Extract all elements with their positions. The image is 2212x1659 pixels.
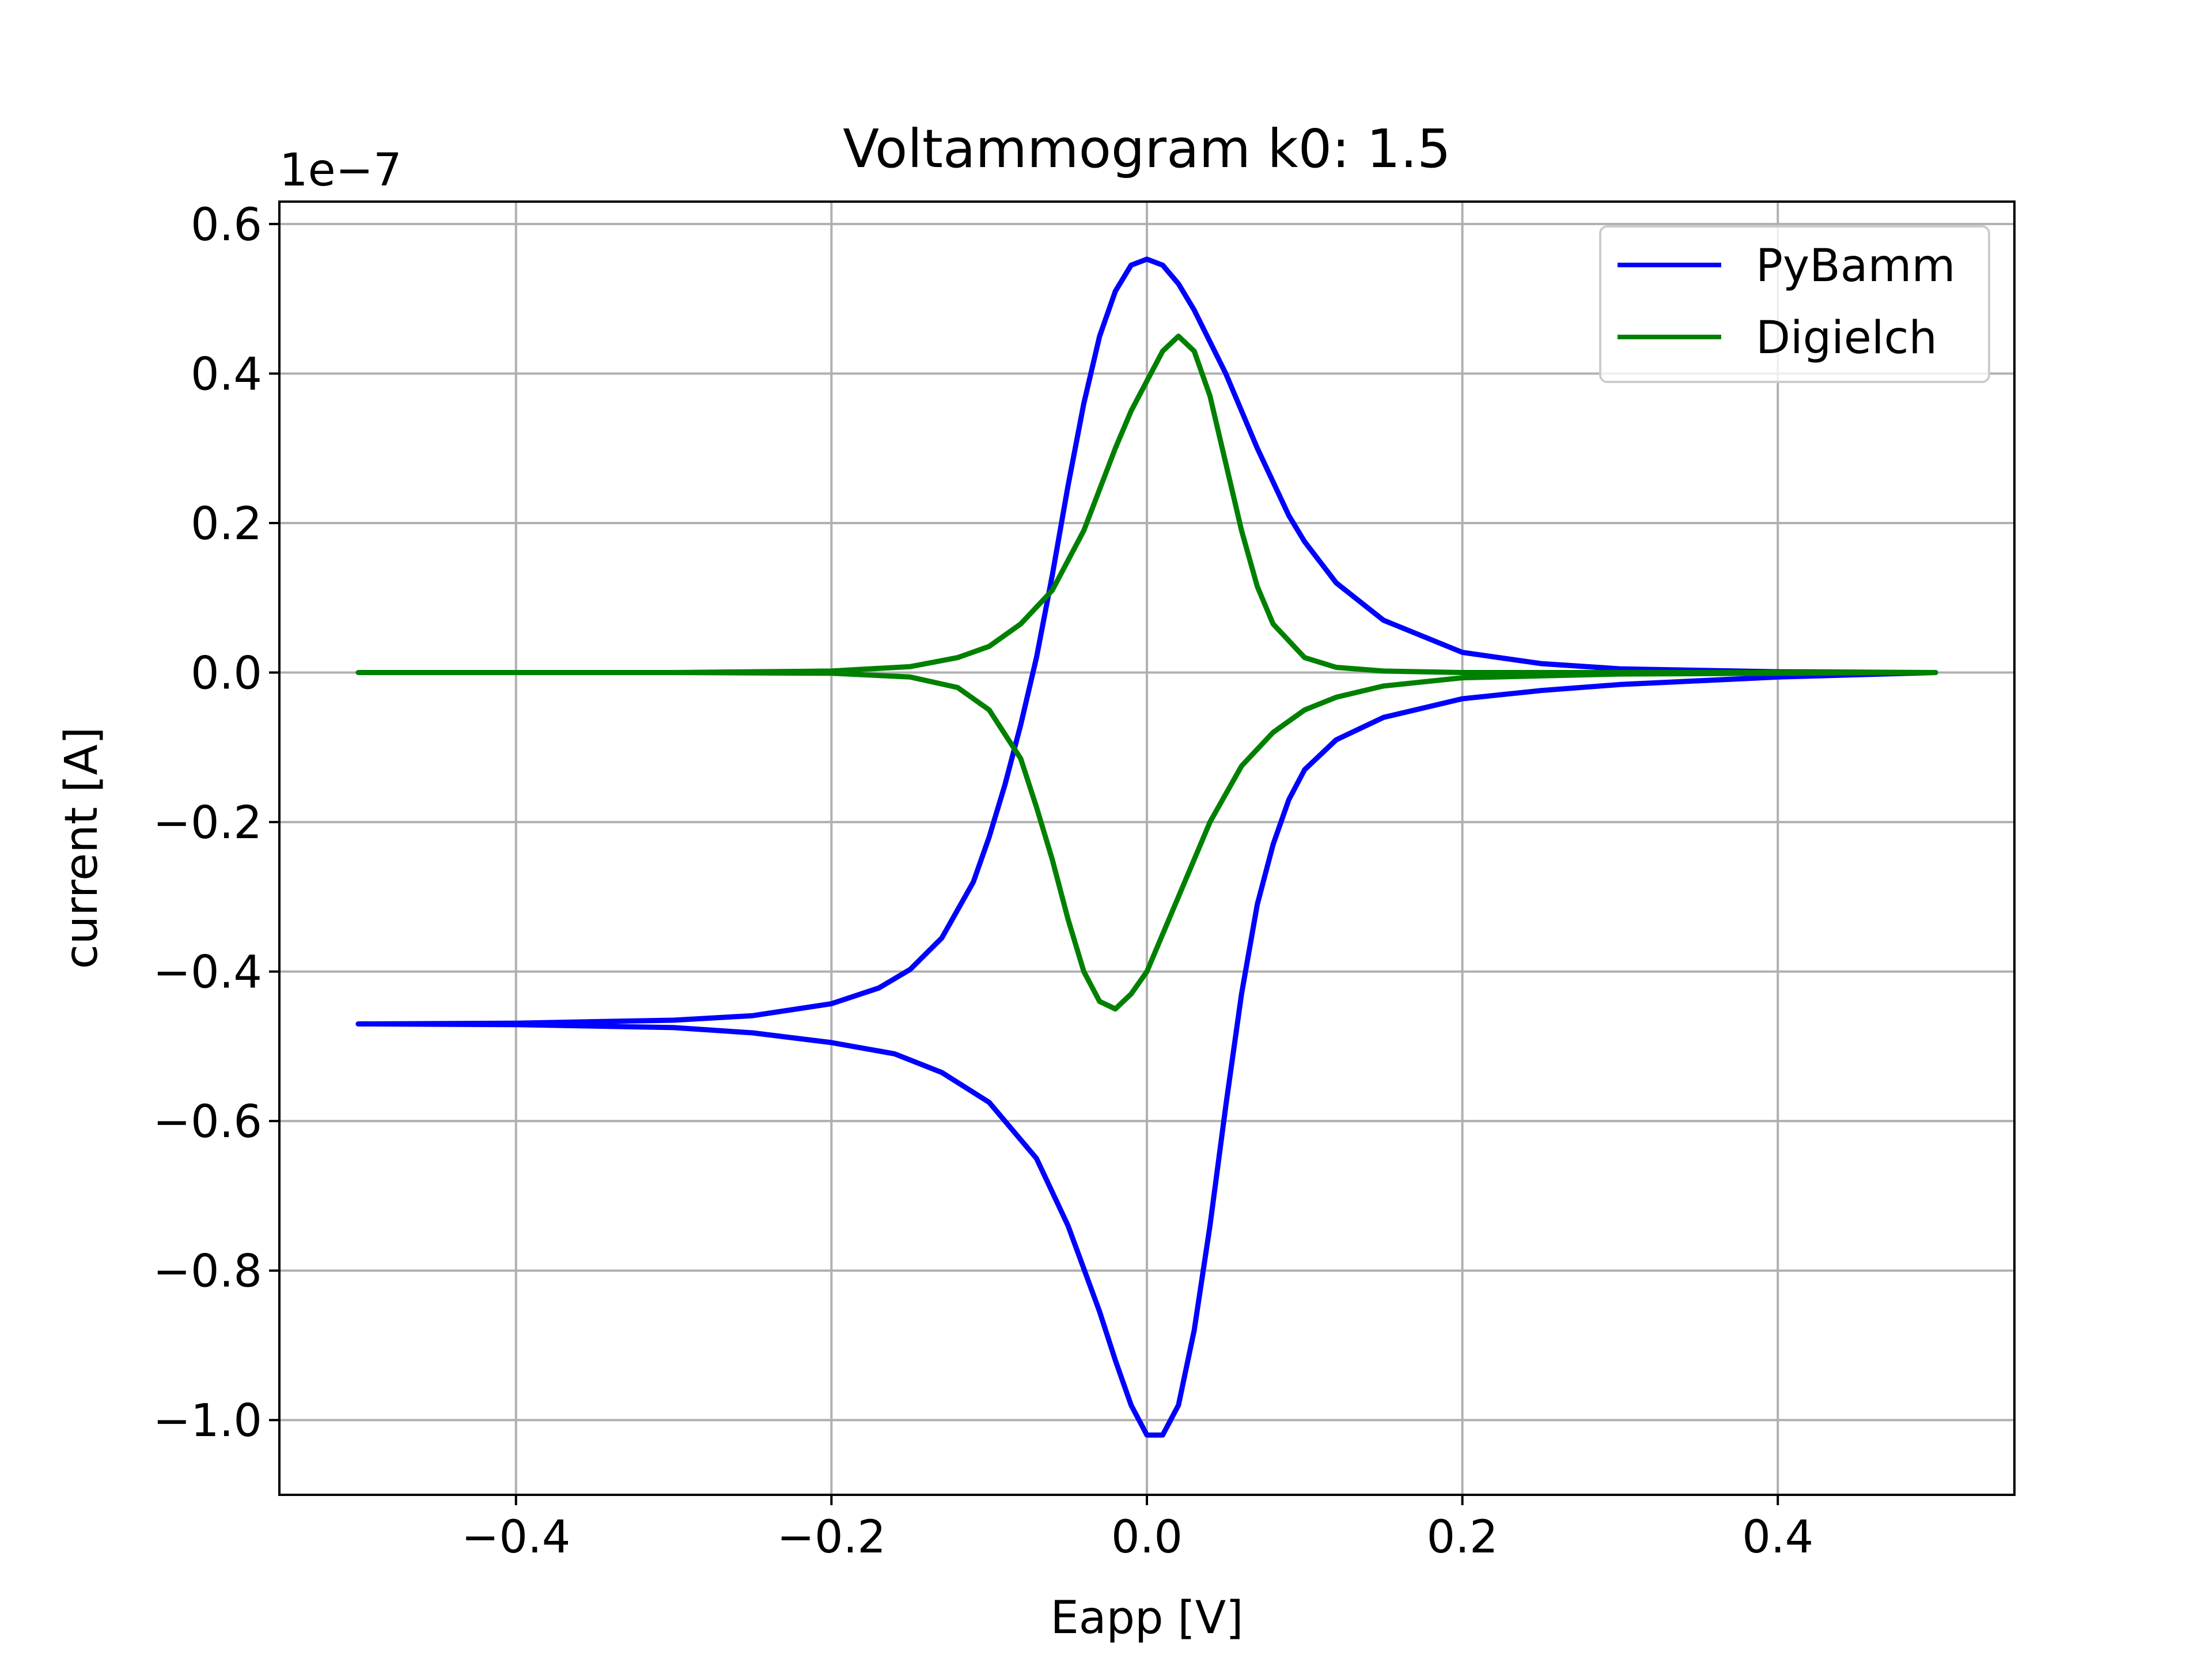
x-tick-label: 0.2 (1427, 1512, 1498, 1563)
y-tick-label: −1.0 (153, 1395, 262, 1447)
y-tick-label: 0.4 (191, 349, 262, 400)
legend: PyBamm Digielch (1599, 225, 1990, 383)
y-tick-label: 0.6 (191, 199, 262, 251)
series-line-digielch (355, 334, 1938, 1012)
series-lines (355, 256, 1938, 1438)
chart-title: Voltammogram k0: 1.5 (843, 118, 1450, 180)
y-tick-label: 0.0 (191, 648, 262, 700)
y-offset-label: 1e−7 (279, 145, 402, 196)
y-tick-label: −0.6 (153, 1096, 262, 1148)
legend-label-digielch: Digielch (1756, 312, 1937, 364)
legend-label-pybamm: PyBamm (1756, 240, 1955, 292)
y-axis-label: current [A] (56, 727, 108, 969)
y-tick-label: −0.2 (153, 797, 262, 849)
x-tick-label: 0.4 (1742, 1512, 1813, 1563)
y-tick-label: −0.8 (153, 1246, 262, 1298)
y-tick-label: 0.2 (191, 498, 262, 550)
y-tick-label: −0.4 (153, 947, 262, 999)
ticks: −0.4 −0.2 0.0 0.2 0.4 0.6 0.4 0.2 0.0 −0.2 −0.4 −0.… (153, 199, 1814, 1563)
x-tick-label: 0.0 (1111, 1512, 1183, 1563)
x-axis-label: Eapp [V] (1050, 1592, 1243, 1644)
x-tick-label: −0.4 (461, 1512, 570, 1563)
x-tick-label: −0.2 (777, 1512, 886, 1563)
